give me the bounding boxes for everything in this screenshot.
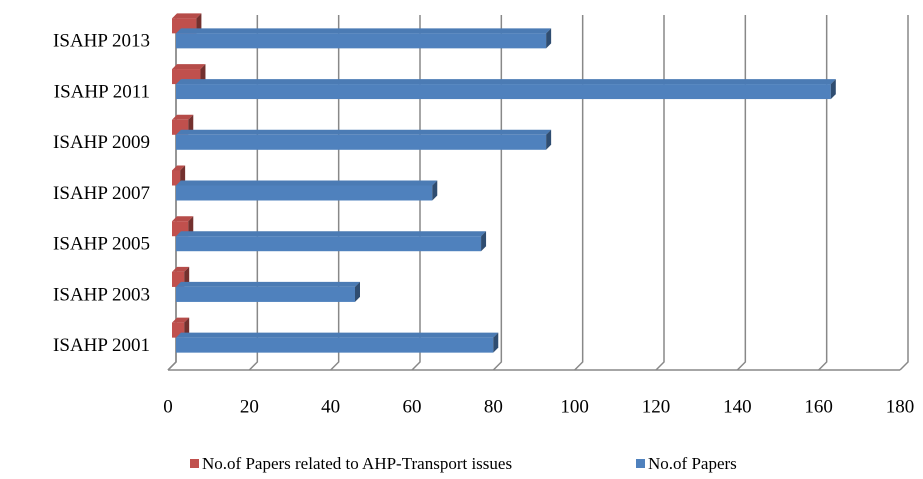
category-label: ISAHP 2011	[54, 81, 150, 102]
bar-face	[172, 13, 202, 19]
category-label: ISAHP 2007	[53, 183, 150, 204]
x-tick-label: 60	[403, 396, 422, 417]
bar-face	[176, 332, 499, 338]
bar	[176, 79, 836, 100]
x-tick-label: 0	[163, 396, 173, 417]
bar-face	[172, 266, 190, 272]
bar-face	[172, 64, 206, 70]
bar-face	[546, 28, 552, 49]
grid-line	[574, 15, 584, 371]
bar-face	[176, 84, 831, 100]
bar	[176, 231, 487, 252]
bar-face	[355, 281, 360, 302]
bar-face	[176, 185, 433, 201]
bar-face	[172, 170, 181, 186]
bar-face	[176, 28, 552, 34]
category-label: ISAHP 2013	[53, 31, 150, 52]
bar-face	[546, 129, 552, 150]
bar-face	[176, 281, 360, 287]
x-tick-label: 20	[240, 396, 259, 417]
bar	[176, 332, 499, 353]
x-tick-label: 140	[723, 396, 752, 417]
category-label: ISAHP 2001	[53, 335, 150, 356]
bar-face	[493, 332, 499, 353]
bar-face	[176, 180, 438, 186]
bar-face	[176, 286, 355, 302]
x-tick-label: 120	[642, 396, 671, 417]
bar-face	[172, 216, 194, 222]
category-label: ISAHP 2009	[53, 132, 150, 153]
bar-face	[176, 79, 836, 85]
grid-line	[818, 15, 828, 371]
x-tick-label: 80	[484, 396, 503, 417]
bar-face	[176, 134, 547, 150]
legend-label: No.of Papers	[648, 454, 737, 473]
bar-face	[432, 180, 438, 201]
bar	[176, 281, 360, 302]
category-label: ISAHP 2005	[53, 234, 150, 255]
bar-face	[176, 33, 547, 49]
bar-face	[176, 129, 552, 135]
legend-swatch	[636, 459, 645, 468]
legend-label: No.of Papers related to AHP-Transport is…	[202, 454, 512, 473]
bar-face	[172, 165, 186, 171]
x-tick-label: 40	[321, 396, 340, 417]
x-tick-label: 160	[804, 396, 833, 417]
bar-face	[176, 231, 487, 237]
bar-face	[176, 337, 494, 353]
bar-face	[481, 231, 487, 252]
bar	[172, 64, 206, 85]
bar	[176, 180, 438, 201]
grid-line	[492, 15, 503, 371]
legend-swatch	[190, 459, 199, 468]
x-tick-label: 100	[560, 396, 589, 417]
bar	[176, 28, 552, 49]
bar-face	[176, 236, 482, 252]
bar-face	[172, 317, 190, 323]
grid-line	[736, 15, 747, 371]
bar	[176, 129, 552, 150]
grid-line	[899, 15, 909, 371]
category-label: ISAHP 2003	[53, 284, 150, 305]
grid-line	[655, 15, 665, 371]
bar-face	[830, 79, 836, 100]
x-tick-label: 180	[886, 396, 915, 417]
bar-face	[172, 114, 194, 120]
